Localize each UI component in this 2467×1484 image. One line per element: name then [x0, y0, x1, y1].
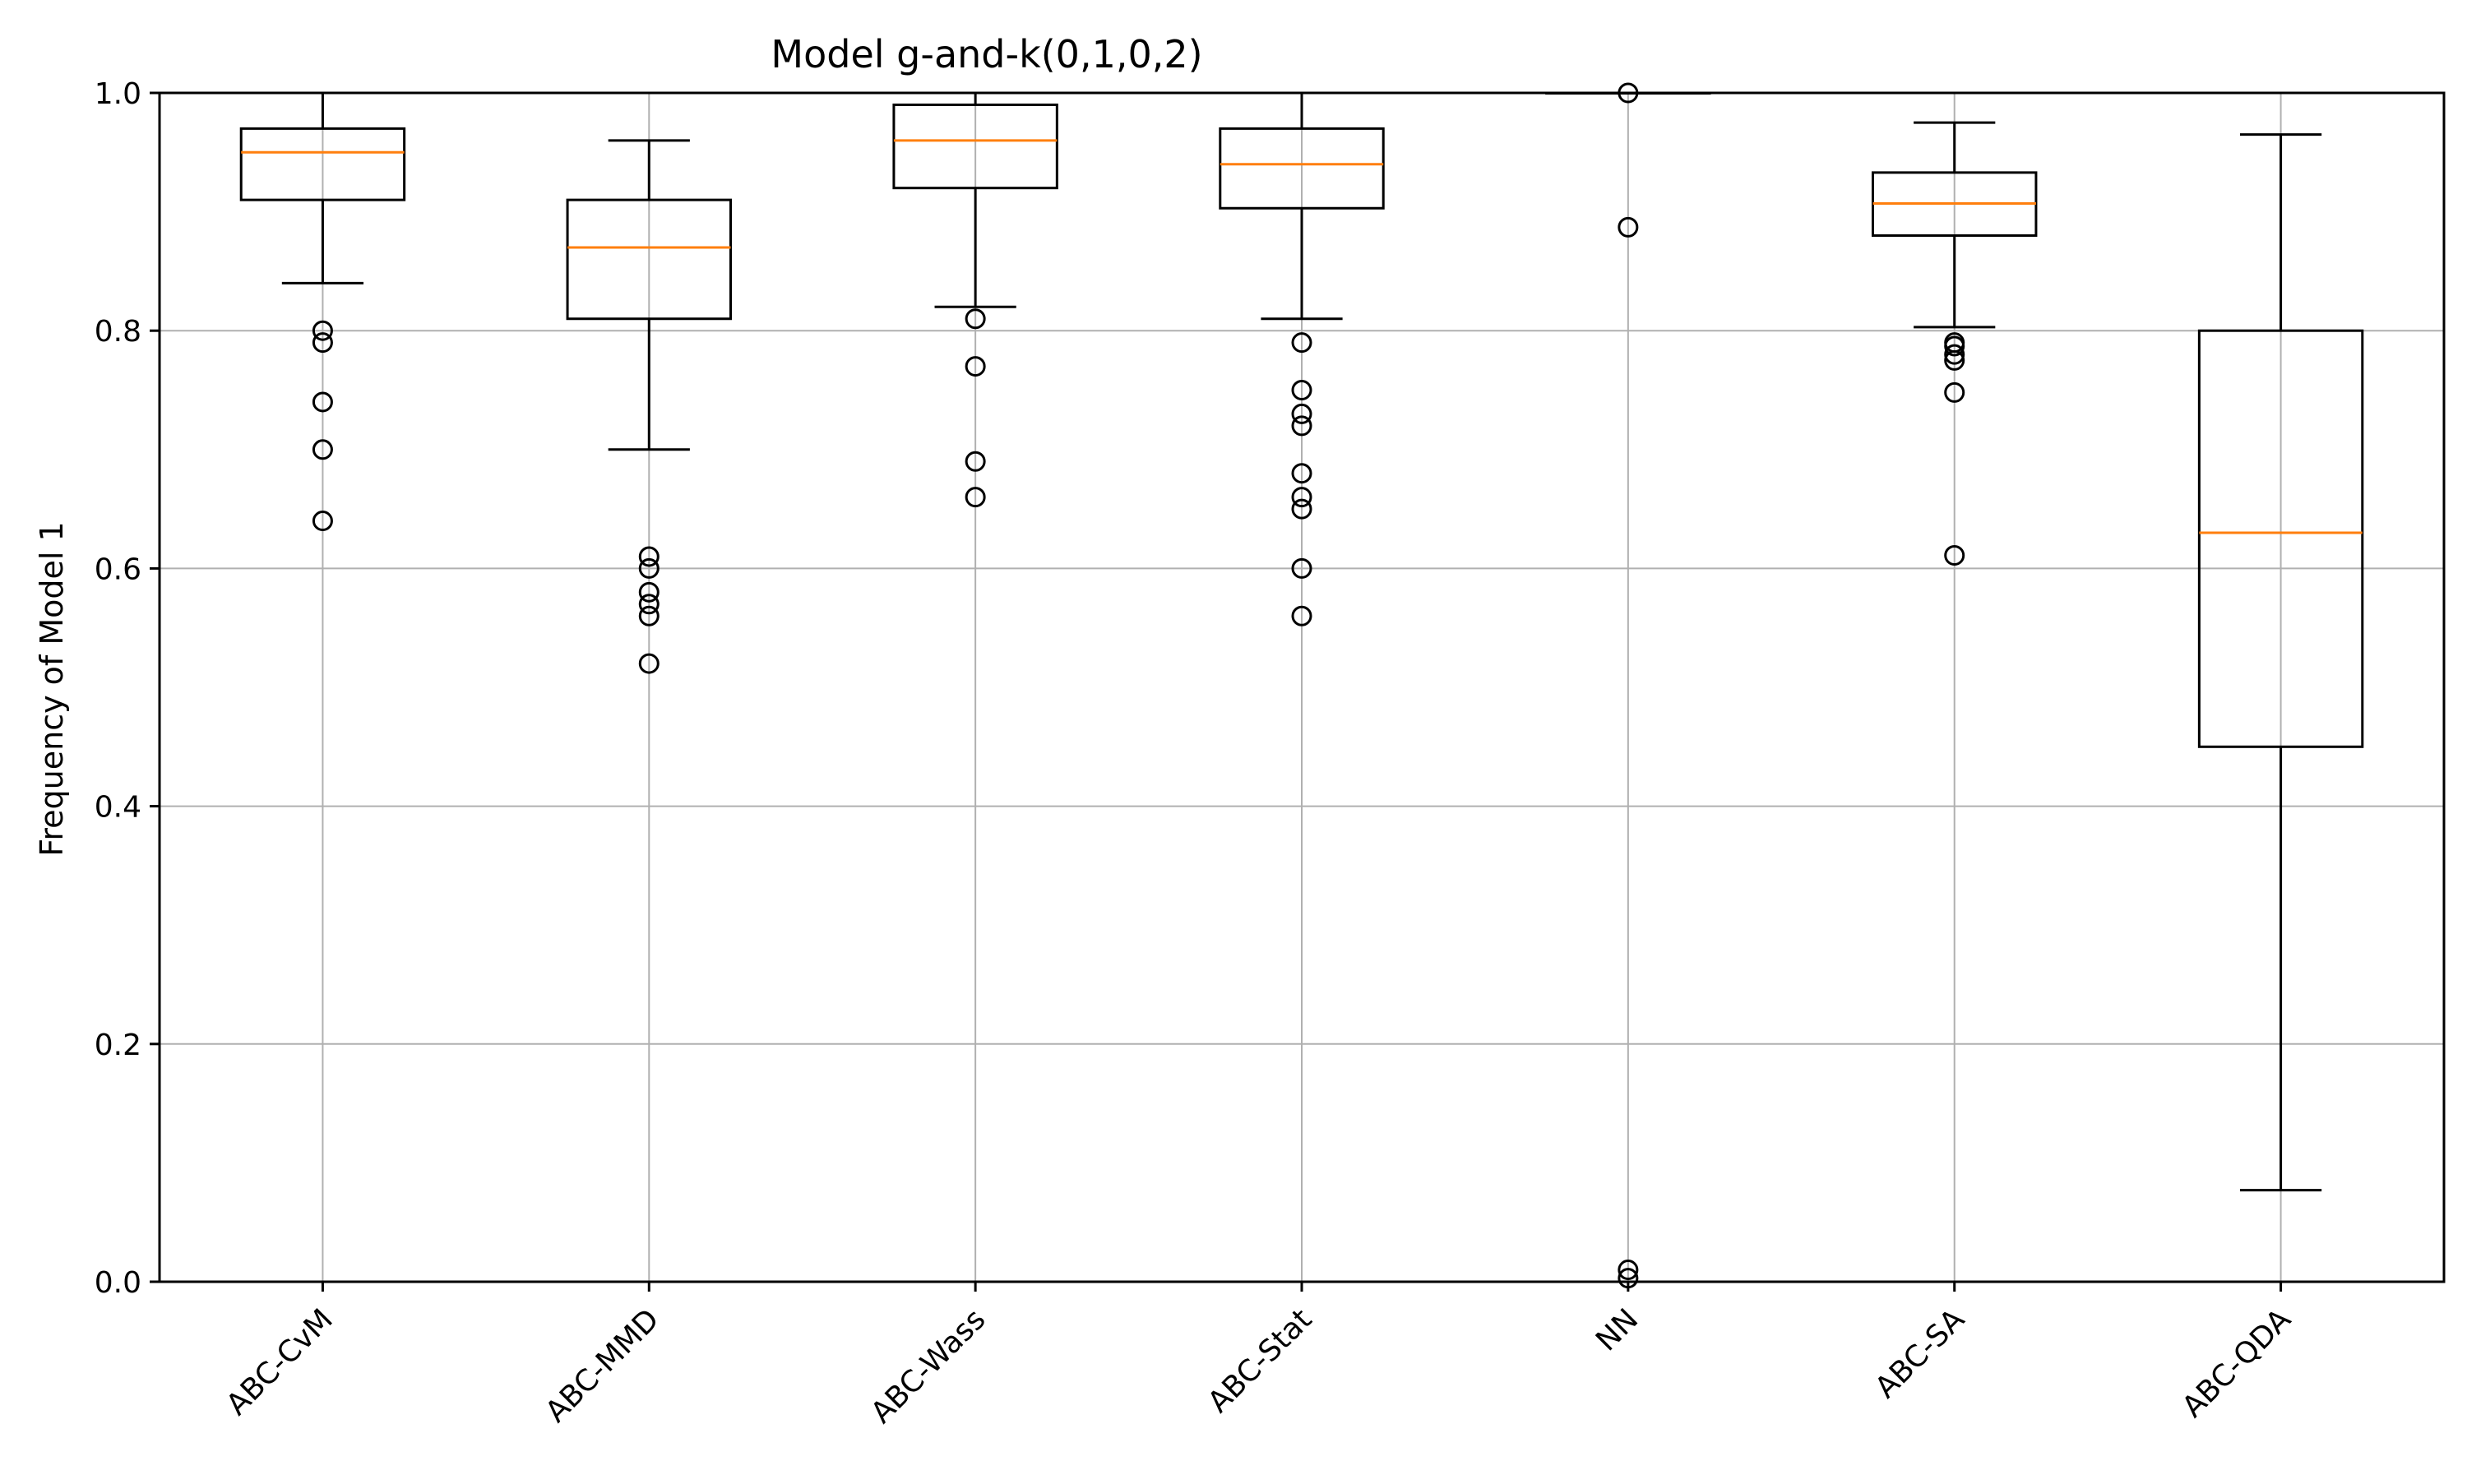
y-tick-label: 1.0	[95, 77, 141, 111]
outlier-point	[1291, 415, 1312, 437]
outlier-point	[312, 320, 333, 341]
outlier-point	[965, 451, 986, 472]
box-iqr	[239, 127, 406, 201]
outlier-point	[312, 439, 333, 460]
outlier-point	[965, 356, 986, 377]
outlier-point	[1291, 498, 1312, 520]
y-tick-label: 0.2	[95, 1029, 141, 1062]
outlier-point	[1291, 463, 1312, 484]
y-axis-label: Frequency of Model 1	[34, 521, 70, 856]
outlier-point	[1944, 344, 1965, 365]
box-group	[2197, 133, 2364, 1192]
y-tick-label: 0.0	[95, 1266, 141, 1300]
box-group	[892, 91, 1058, 508]
y-tick-label: 0.4	[95, 791, 141, 825]
outlier-point	[1618, 216, 1639, 238]
y-tick-label: 0.6	[95, 552, 141, 586]
outlier-point	[1291, 380, 1312, 400]
outlier-point	[638, 594, 660, 615]
outlier-point	[1944, 349, 1965, 371]
outlier-point	[638, 605, 660, 626]
outlier-point	[1618, 1260, 1639, 1281]
box-iqr	[1219, 127, 1385, 210]
outlier-point	[312, 332, 333, 354]
box-iqr	[2197, 329, 2364, 748]
box-group	[1872, 121, 2038, 566]
outlier-point	[638, 653, 660, 674]
outlier-point	[965, 308, 986, 330]
outlier-point	[312, 391, 333, 413]
y-tick-label: 0.8	[95, 315, 141, 349]
outlier-point	[1944, 544, 1965, 566]
outlier-point	[965, 487, 986, 508]
outlier-point	[1291, 487, 1312, 508]
outlier-point	[1944, 335, 1965, 357]
chart-title: Model g-and-k(0,1,0,2)	[771, 32, 1202, 76]
outlier-point	[1291, 557, 1312, 579]
outlier-point	[1291, 332, 1312, 354]
outlier-point	[638, 546, 660, 567]
box-iqr	[566, 198, 732, 321]
box-group	[1219, 91, 1385, 626]
box-iqr	[892, 103, 1058, 190]
outlier-point	[1291, 605, 1312, 626]
outlier-point	[312, 511, 333, 532]
outlier-point	[638, 581, 660, 603]
outlier-point	[1944, 381, 1965, 403]
box-group	[566, 139, 732, 674]
outlier-point	[638, 557, 660, 579]
outlier-point	[1291, 403, 1312, 424]
